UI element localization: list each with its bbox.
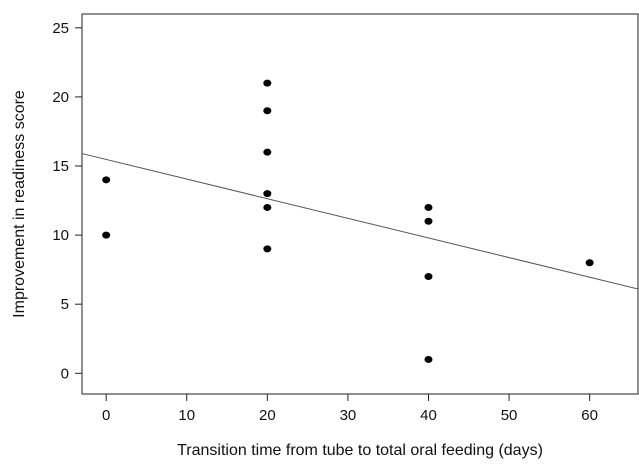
y-tick-label: 20 <box>52 89 69 106</box>
y-axis-label: Improvement in readiness score <box>11 90 28 318</box>
x-tick-label: 30 <box>340 407 357 424</box>
y-tick-label: 15 <box>52 158 69 175</box>
data-point <box>424 273 433 281</box>
y-tick-label: 10 <box>52 227 69 244</box>
x-axis-label: Transition time from tube to total oral … <box>177 442 543 459</box>
x-axis: 0 10 20 30 40 50 60 <box>102 394 598 424</box>
x-tick-label: 20 <box>259 407 276 424</box>
y-tick-label: 25 <box>52 20 69 37</box>
data-point <box>263 203 272 211</box>
data-point <box>102 176 111 184</box>
data-point <box>102 231 111 239</box>
data-point <box>263 107 272 115</box>
y-tick-label: 0 <box>61 365 69 382</box>
x-tick-label: 60 <box>581 407 598 424</box>
x-tick-label: 40 <box>420 407 437 424</box>
regression-line <box>81 153 639 290</box>
data-point <box>263 148 272 156</box>
x-tick-label: 10 <box>178 407 195 424</box>
data-point <box>424 203 433 211</box>
x-tick-label: 0 <box>102 407 110 424</box>
x-tick-label: 50 <box>501 407 518 424</box>
data-point <box>263 79 272 87</box>
data-point <box>424 355 433 363</box>
y-axis: 0 5 10 15 20 25 <box>52 20 82 382</box>
y-tick-label: 5 <box>61 296 69 313</box>
data-point <box>585 259 594 267</box>
data-points <box>102 79 594 363</box>
data-point <box>263 190 272 198</box>
data-point <box>424 217 433 225</box>
data-point <box>263 245 272 253</box>
plot-frame <box>81 13 639 395</box>
